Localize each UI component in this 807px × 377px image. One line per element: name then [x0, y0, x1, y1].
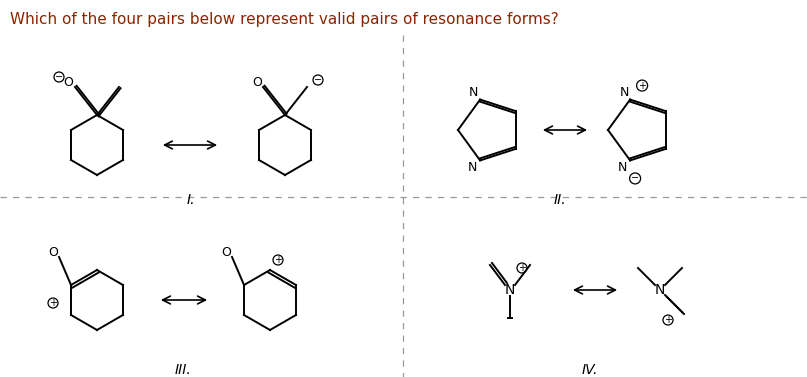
- Text: −: −: [631, 173, 639, 184]
- Text: O: O: [221, 246, 231, 259]
- Text: N: N: [505, 283, 515, 297]
- Text: II.: II.: [554, 193, 567, 207]
- Text: −: −: [314, 75, 322, 85]
- Text: N: N: [469, 86, 478, 98]
- Text: N: N: [620, 86, 629, 98]
- Text: IV.: IV.: [582, 363, 598, 377]
- Text: +: +: [274, 255, 282, 265]
- Text: O: O: [252, 76, 262, 89]
- Text: I.: I.: [186, 193, 195, 207]
- Text: O: O: [63, 76, 73, 89]
- Text: −: −: [55, 72, 63, 82]
- Text: Which of the four pairs below represent valid pairs of resonance forms?: Which of the four pairs below represent …: [10, 12, 558, 27]
- Text: +: +: [664, 315, 672, 325]
- Text: III.: III.: [174, 363, 191, 377]
- Text: O: O: [48, 246, 58, 259]
- Text: N: N: [468, 161, 477, 175]
- Text: N: N: [617, 161, 627, 175]
- Text: +: +: [49, 298, 57, 308]
- Text: N: N: [654, 283, 665, 297]
- Text: +: +: [518, 263, 526, 273]
- Text: +: +: [638, 81, 646, 90]
